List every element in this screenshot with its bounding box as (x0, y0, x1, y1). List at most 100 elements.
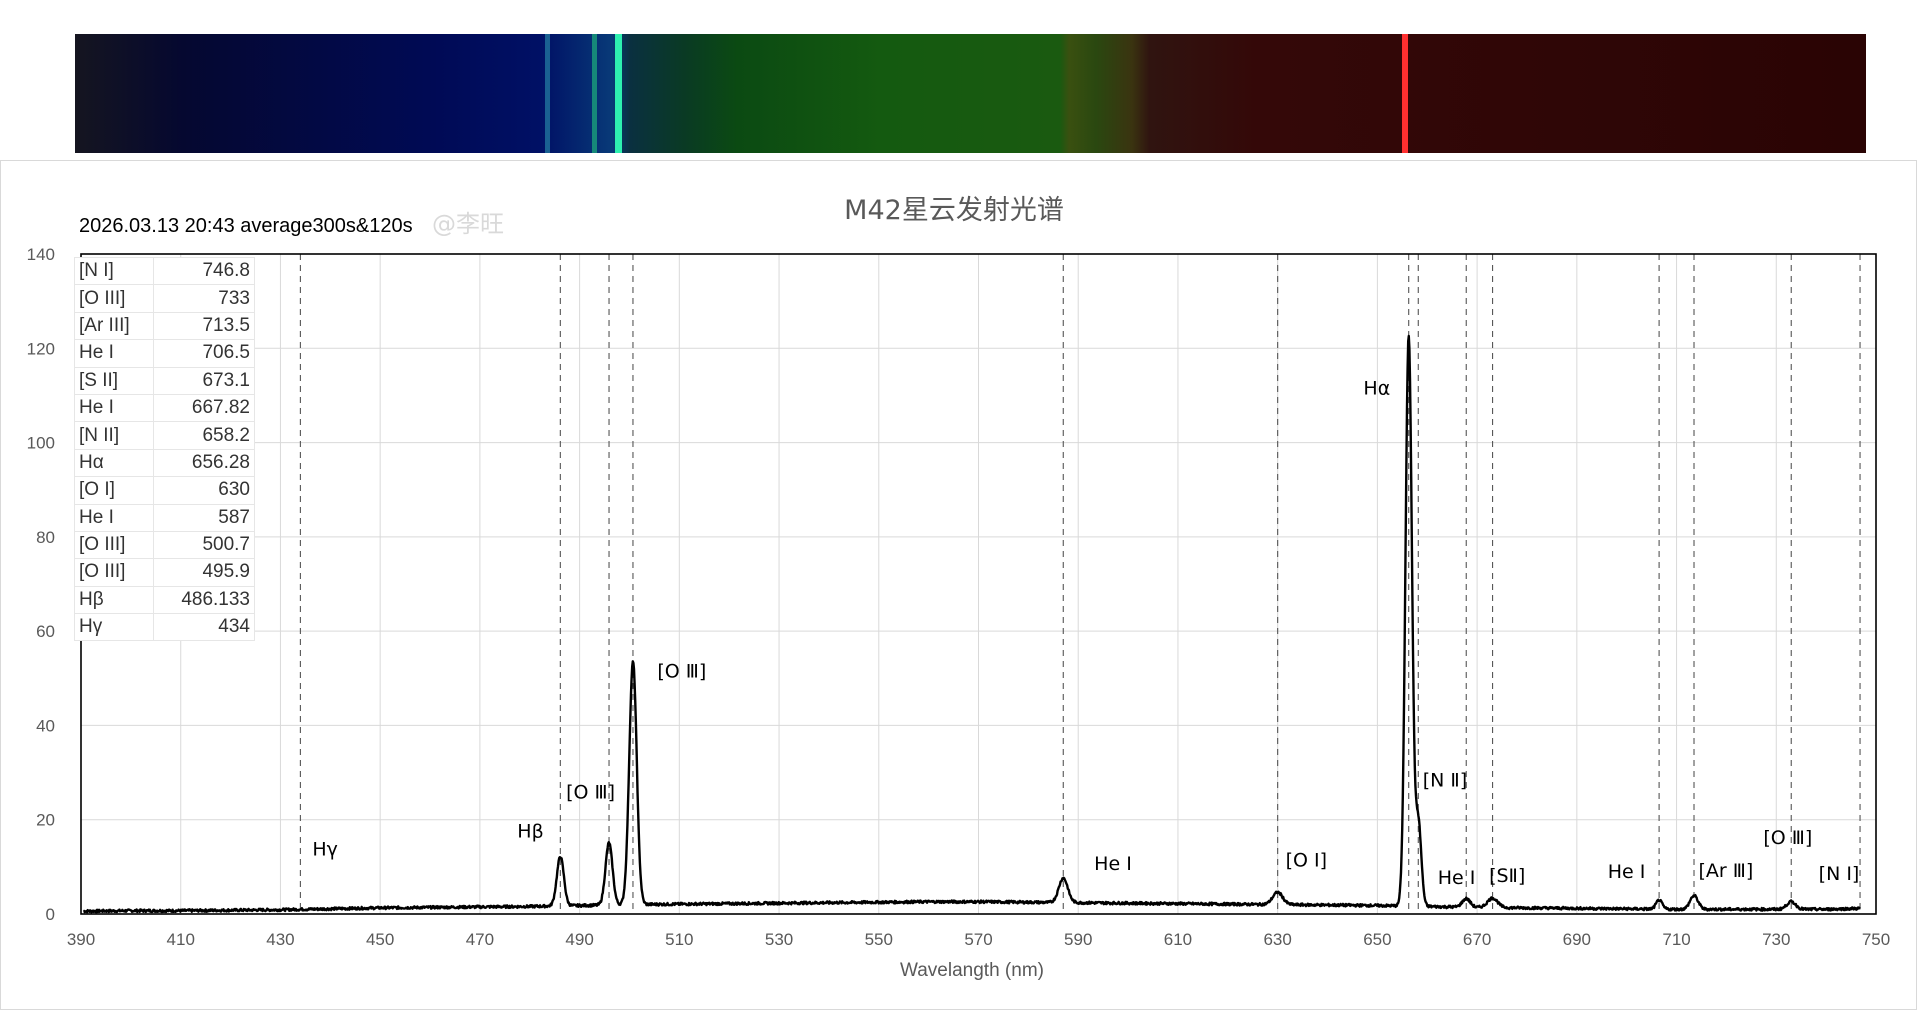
annotations-layer: Hγ Hβ [O Ⅲ] [O Ⅲ] He Ⅰ [O Ⅰ] Hα [N Ⅱ] He Ⅰ [SⅡ] He… (312, 377, 1859, 888)
line-annotation-label: Hβ (517, 821, 543, 843)
line-name-cell: [N I] (74, 256, 154, 286)
line-annotation-label: [N Ⅰ] (1819, 863, 1860, 885)
spectrum-line-layer (82, 334, 1862, 914)
chart-title: M42星云发射光谱 (844, 195, 1064, 226)
x-tick-label: 530 (765, 930, 793, 949)
wavelength-cell: 733 (153, 284, 255, 313)
x-tick-label: 490 (565, 930, 593, 949)
x-axis-label: Wavelangth (nm) (900, 960, 1044, 981)
line-annotation-label: [N Ⅱ] (1423, 770, 1467, 792)
wavelength-cell: 706.5 (153, 339, 255, 368)
line-name-cell: [Ar III] (74, 311, 154, 341)
x-tick-label: 430 (266, 930, 294, 949)
line-name-cell: He I (74, 393, 154, 423)
wavelength-cell: 486.133 (153, 585, 255, 615)
table-row: [N I] 746.8 (74, 256, 255, 286)
table-row: Hβ 486.133 (74, 585, 255, 615)
chart-frame (0, 160, 1917, 1010)
line-annotation-label: [SⅡ] (1489, 865, 1525, 887)
x-tick-label: 750 (1862, 930, 1890, 949)
spectrum-strip-halpha-line (1402, 34, 1408, 153)
x-tick-label: 390 (67, 930, 95, 949)
x-tick-label: 630 (1263, 930, 1291, 949)
line-annotation-label: [Ar Ⅲ] (1698, 860, 1753, 882)
line-annotation-label: Hγ (312, 839, 338, 861)
line-annotation-label: Hα (1363, 377, 1390, 399)
table-row: Hγ 434 (74, 613, 255, 642)
axis-layer: 0 20 40 60 80 100 120 140 390 410 430 450 470 490 510 5… (27, 245, 1891, 949)
line-name-cell: He I (74, 503, 154, 532)
table-row: He I 706.5 (74, 339, 255, 368)
line-name-cell: [N II] (74, 421, 154, 450)
line-name-cell: Hβ (74, 585, 154, 615)
x-tick-label: 650 (1363, 930, 1391, 949)
grid-layer (81, 254, 1876, 914)
spectrum-strip-oiii-strong-line (615, 34, 622, 153)
x-tick-label: 610 (1164, 930, 1192, 949)
table-row: [O III] 733 (74, 284, 255, 313)
line-name-cell: [O III] (74, 284, 154, 313)
wavelength-cell: 434 (153, 613, 255, 642)
wavelength-cell: 500.7 (153, 530, 255, 560)
watermark-text: @李旺 (432, 210, 504, 238)
chart-subtitle: 2026.03.13 20:43 average300s&120s (79, 215, 413, 237)
spectrum-strip-image (75, 34, 1866, 153)
reference-wavelength-table: [N I] 746.8 [O III] 733 [Ar III] 713.5 He I 706… (74, 256, 255, 642)
line-annotation-label: [O Ⅰ] (1286, 849, 1327, 871)
line-annotation-label: [O Ⅲ] (566, 782, 615, 804)
wavelength-cell: 746.8 (153, 256, 255, 286)
wavelength-cell: 587 (153, 503, 255, 532)
table-row: Hα 656.28 (74, 448, 255, 478)
line-annotation-label: He Ⅰ (1438, 867, 1476, 889)
table-row: [Ar III] 713.5 (74, 311, 255, 341)
table-row: [O III] 500.7 (74, 530, 255, 560)
table-row: [N II] 658.2 (74, 421, 255, 450)
x-tick-label: 670 (1463, 930, 1491, 949)
spectrum-line (82, 334, 1862, 914)
x-tick-label: 410 (167, 930, 195, 949)
y-tick-label: 120 (27, 339, 55, 358)
table-row: [S II] 673.1 (74, 366, 255, 395)
line-annotation-label: [O Ⅲ] (1763, 827, 1812, 849)
y-tick-label: 60 (36, 622, 55, 641)
line-name-cell: Hγ (74, 613, 154, 642)
y-tick-label: 80 (36, 528, 55, 547)
y-tick-label: 20 (36, 811, 55, 830)
line-annotation-label: He Ⅰ (1608, 861, 1646, 883)
line-name-cell: [S II] (74, 366, 154, 395)
spectrum-strip-hbeta-line (545, 34, 550, 153)
reference-lines-layer (299, 254, 1861, 914)
wavelength-cell: 713.5 (153, 311, 255, 341)
line-name-cell: [O III] (74, 530, 154, 560)
x-tick-label: 510 (665, 930, 693, 949)
line-name-cell: [O III] (74, 558, 154, 587)
x-tick-label: 550 (865, 930, 893, 949)
x-tick-label: 570 (964, 930, 992, 949)
table-row: [O III] 495.9 (74, 558, 255, 587)
wavelength-cell: 630 (153, 476, 255, 505)
x-tick-label: 590 (1064, 930, 1092, 949)
x-tick-label: 690 (1563, 930, 1591, 949)
y-tick-label: 40 (36, 716, 55, 735)
wavelength-cell: 667.82 (153, 393, 255, 423)
table-row: He I 667.82 (74, 393, 255, 423)
line-name-cell: Hα (74, 448, 154, 478)
line-name-cell: [O I] (74, 476, 154, 505)
table-row: [O I] 630 (74, 476, 255, 505)
wavelength-cell: 495.9 (153, 558, 255, 587)
y-tick-label: 100 (27, 434, 55, 453)
y-tick-label: 0 (46, 905, 55, 924)
wavelength-cell: 673.1 (153, 366, 255, 395)
spectrum-strip-oiii-weak-line (592, 34, 597, 153)
wavelength-cell: 656.28 (153, 448, 255, 478)
y-tick-label: 140 (27, 245, 55, 264)
x-tick-label: 470 (466, 930, 494, 949)
table-row: He I 587 (74, 503, 255, 532)
line-annotation-label: He Ⅰ (1094, 853, 1132, 875)
x-tick-label: 730 (1762, 930, 1790, 949)
line-annotation-label: [O Ⅲ] (657, 660, 706, 682)
wavelength-cell: 658.2 (153, 421, 255, 450)
x-tick-label: 450 (366, 930, 394, 949)
line-name-cell: He I (74, 339, 154, 368)
